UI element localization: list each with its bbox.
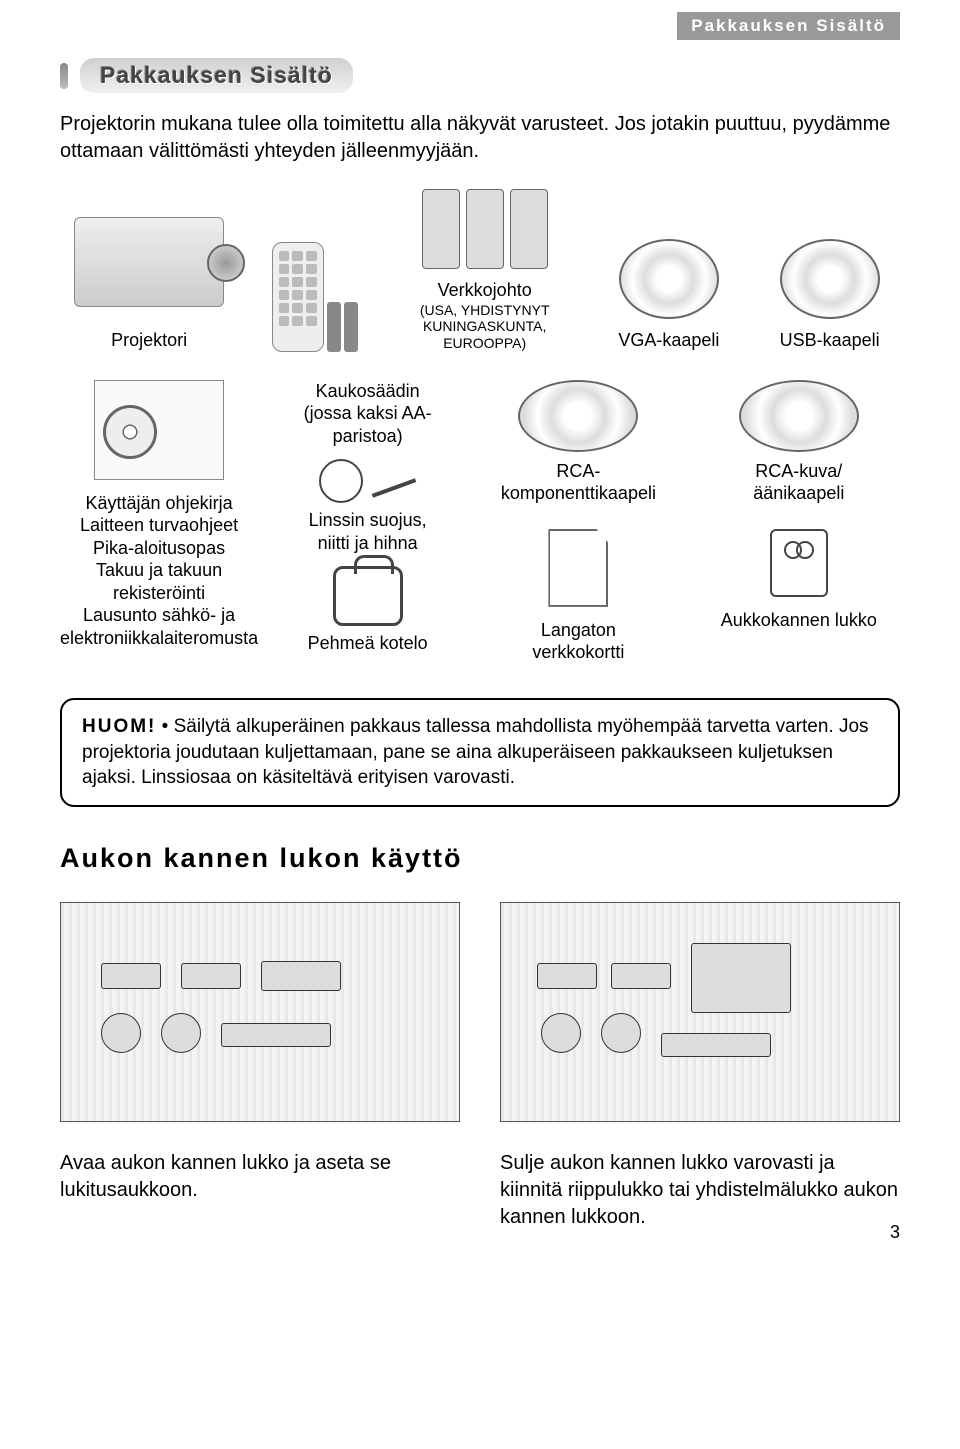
caption-right: Sulje aukon kannen lukko varovasti ja ki… bbox=[500, 1150, 900, 1231]
item-lan-card: Langaton verkkokortti bbox=[532, 529, 624, 664]
projector-icon bbox=[74, 217, 224, 307]
vga-label: VGA-kaapeli bbox=[618, 329, 719, 352]
pin-icon bbox=[371, 479, 416, 498]
remote-icon bbox=[272, 242, 324, 352]
item-remote-and-accessories: Kaukosäädin (jossa kaksi AA- paristoa) L… bbox=[276, 380, 459, 655]
slot-lock-icon bbox=[770, 529, 828, 597]
title-bullet-icon bbox=[60, 63, 68, 89]
note-label: HUOM! bbox=[82, 716, 156, 737]
rca-av-label: RCA-kuva/ äänikaapeli bbox=[753, 460, 844, 505]
docs-label: Käyttäjän ohjekirja Laitteen turvaohjeet… bbox=[60, 492, 258, 650]
title-bar: Pakkauksen Sisältö bbox=[60, 58, 900, 93]
diagram-row bbox=[60, 902, 900, 1122]
lan-card-icon bbox=[548, 529, 608, 607]
docs-icon bbox=[94, 380, 224, 480]
slot-lock-label: Aukkokannen lukko bbox=[721, 609, 877, 632]
item-rca-av-and-lock: RCA-kuva/ äänikaapeli Aukkokannen lukko bbox=[698, 380, 900, 632]
contents-row-1: Projektori Verkkojohto (USA bbox=[60, 189, 900, 352]
header-tab: Pakkauksen Sisältö bbox=[677, 12, 900, 40]
item-docs: Käyttäjän ohjekirja Laitteen turvaohjeet… bbox=[60, 380, 258, 650]
projector-label: Projektori bbox=[111, 329, 187, 352]
usb-label: USB-kaapeli bbox=[780, 329, 880, 352]
powercord-label: Verkkojohto bbox=[438, 279, 532, 302]
item-vga: VGA-kaapeli bbox=[599, 239, 740, 352]
softcase-icon bbox=[333, 566, 403, 626]
item-projector: Projektori bbox=[60, 217, 238, 352]
vga-cable-icon bbox=[619, 239, 719, 319]
page-title: Pakkauksen Sisältö bbox=[80, 58, 353, 93]
rca-av-icon bbox=[739, 380, 859, 452]
powercord-icon bbox=[422, 189, 548, 269]
cd-icon bbox=[103, 405, 157, 459]
item-power-cord: Verkkojohto (USA, YHDISTYNYT KUNINGASKUN… bbox=[391, 189, 579, 352]
rca-component-icon bbox=[518, 380, 638, 452]
diagram-close-lock bbox=[500, 902, 900, 1122]
softcase-label: Pehmeä kotelo bbox=[308, 632, 428, 655]
note-text: • Säilytä alkuperäinen pakkaus tallessa … bbox=[82, 716, 869, 788]
item-remote-image bbox=[258, 242, 371, 352]
rca-comp-label: RCA- komponenttikaapeli bbox=[501, 460, 656, 505]
manual-page: Pakkauksen Sisältö Pakkauksen Sisältö Pr… bbox=[0, 0, 960, 1261]
caption-row: Avaa aukon kannen lukko ja aseta se luki… bbox=[60, 1150, 900, 1231]
lenscap-label: Linssin suojus, niitti ja hihna bbox=[309, 509, 427, 554]
lan-card-label: Langaton verkkokortti bbox=[532, 619, 624, 664]
lenscap-icon bbox=[319, 459, 363, 503]
remote-label: Kaukosäädin (jossa kaksi AA- paristoa) bbox=[304, 380, 432, 448]
caption-left: Avaa aukon kannen lukko ja aseta se luki… bbox=[60, 1150, 460, 1231]
intro-text: Projektorin mukana tulee olla toimitettu… bbox=[60, 111, 900, 165]
item-slot-lock: Aukkokannen lukko bbox=[721, 529, 877, 632]
contents-row-2: Käyttäjän ohjekirja Laitteen turvaohjeet… bbox=[60, 380, 900, 664]
item-lenscap: Linssin suojus, niitti ja hihna bbox=[309, 459, 427, 554]
item-usb: USB-kaapeli bbox=[759, 239, 900, 352]
powercord-sub: (USA, YHDISTYNYT KUNINGASKUNTA, EUROOPPA… bbox=[391, 302, 579, 352]
usb-cable-icon bbox=[780, 239, 880, 319]
note-box: HUOM! • Säilytä alkuperäinen pakkaus tal… bbox=[60, 698, 900, 807]
section-heading: Aukon kannen lukon käyttö bbox=[60, 843, 900, 874]
item-softcase: Pehmeä kotelo bbox=[308, 566, 428, 655]
item-rca-comp-and-lan: RCA- komponenttikaapeli Langaton verkkok… bbox=[477, 380, 679, 664]
diagram-open-lock bbox=[60, 902, 460, 1122]
battery-icon bbox=[327, 302, 341, 352]
page-number: 3 bbox=[890, 1222, 900, 1243]
battery-icon bbox=[344, 302, 358, 352]
